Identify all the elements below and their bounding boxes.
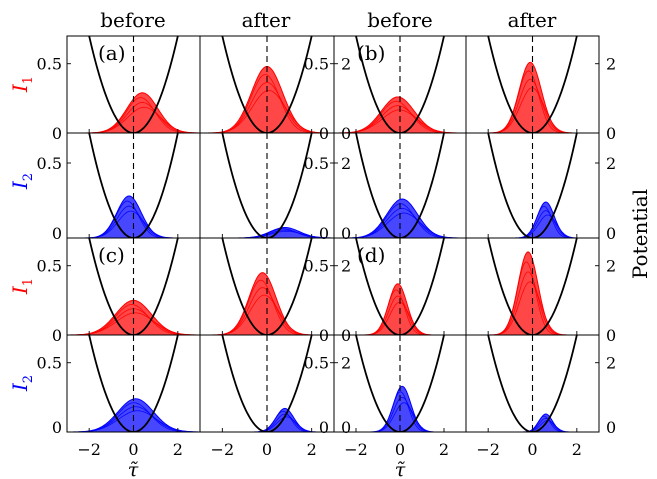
- plot-grid: [66, 35, 600, 433]
- right-tick-label: 2: [341, 154, 351, 173]
- subplot-content: [334, 335, 466, 432]
- right-tick-label: 2: [341, 354, 351, 373]
- y-tick-label: 0.5: [37, 55, 62, 74]
- y-tick-label: 0.5: [304, 354, 329, 373]
- x-tick-label: −2: [77, 440, 101, 459]
- y-tick-label: 0: [319, 224, 329, 243]
- panel-label: (b): [357, 41, 385, 65]
- y-tick-label: 0: [319, 326, 329, 345]
- y-tick-label: 0.5: [37, 257, 62, 276]
- right-tick-label: 0: [606, 224, 616, 243]
- row-label-main: I: [8, 382, 32, 392]
- row-label-main: I: [8, 285, 32, 295]
- figure-labels: before after before after (a) (b) (c) (d) 0.5 0 0.…: [8, 8, 652, 479]
- row-label-sub: 1: [21, 76, 36, 84]
- row-label-i1: I1: [8, 76, 36, 93]
- x-tick-label: 0: [128, 440, 138, 459]
- row-label-i2: I2: [8, 173, 36, 190]
- subplot-d-i2-after: [465, 334, 600, 433]
- panel-label: (a): [98, 41, 126, 65]
- y-tick-label: 0: [52, 326, 62, 345]
- right-tick-label: 0: [606, 418, 616, 437]
- right-tick-label: 0: [606, 124, 616, 143]
- y-tick-label: 0.5: [37, 354, 62, 373]
- right-tick-label: 2: [606, 154, 616, 173]
- x-tick-label: 2: [307, 440, 317, 459]
- x-tick-label: 0: [262, 440, 272, 459]
- x-tick-label: 2: [439, 440, 449, 459]
- x-tick-label: 0: [395, 440, 405, 459]
- column-title-before: before: [367, 8, 432, 32]
- right-tick-label: 2: [341, 55, 351, 74]
- row-label-i2: I2: [8, 375, 36, 392]
- row-label-sub: 2: [21, 173, 36, 181]
- y-tick-label: 0: [52, 124, 62, 143]
- panel-label: (c): [98, 243, 125, 267]
- subplot-content: [334, 238, 466, 335]
- row-label-main: I: [8, 180, 32, 190]
- i2-before-trace: [334, 391, 466, 432]
- right-tick-label: 2: [606, 55, 616, 74]
- subplot-c-i2-before: [66, 334, 201, 433]
- y-tick-label: 0: [319, 418, 329, 437]
- x-tick-label: 2: [572, 440, 582, 459]
- y-tick-label: 0: [319, 124, 329, 143]
- x-tick-label: −2: [211, 440, 235, 459]
- column-title-before: before: [100, 8, 165, 32]
- right-tick-label: 2: [606, 257, 616, 276]
- y-tick-label: 0.5: [304, 257, 329, 276]
- y-tick-label: 0: [52, 418, 62, 437]
- x-axis-label: τ̃: [128, 459, 139, 479]
- row-label-main: I: [8, 83, 32, 93]
- right-tick-label: 0: [341, 418, 351, 437]
- right-tick-label: 2: [341, 257, 351, 276]
- y-tick-label: 0.5: [304, 154, 329, 173]
- y-tick-label: 0: [52, 224, 62, 243]
- right-axis-label: Potential: [628, 189, 652, 279]
- x-tick-label: −2: [344, 440, 368, 459]
- x-tick-label: −2: [476, 440, 500, 459]
- row-label-sub: 2: [21, 375, 36, 383]
- i1-before-trace: [334, 289, 466, 335]
- i1-before-trace: [334, 295, 466, 335]
- x-axis-label: τ̃: [395, 459, 406, 479]
- column-title-after: after: [242, 8, 291, 32]
- x-tick-label: 0: [527, 440, 537, 459]
- subplot-c-i2-after: [199, 334, 335, 433]
- right-tick-label: 0: [341, 224, 351, 243]
- right-tick-label: 0: [341, 326, 351, 345]
- right-tick-label: 0: [341, 124, 351, 143]
- x-tick-label: 2: [173, 440, 183, 459]
- subplot-d-i2-before: [333, 334, 467, 433]
- right-tick-label: 0: [606, 326, 616, 345]
- right-tick-label: 2: [606, 354, 616, 373]
- row-label-sub: 1: [21, 278, 36, 286]
- column-title-after: after: [508, 8, 557, 32]
- y-tick-label: 0.5: [304, 55, 329, 74]
- row-label-i1: I1: [8, 278, 36, 295]
- y-tick-label: 0.5: [37, 154, 62, 173]
- panel-label: (d): [357, 243, 385, 267]
